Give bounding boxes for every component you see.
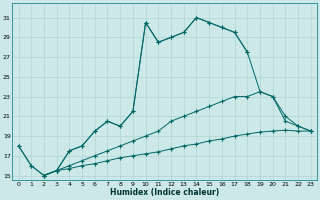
X-axis label: Humidex (Indice chaleur): Humidex (Indice chaleur) <box>110 188 219 197</box>
